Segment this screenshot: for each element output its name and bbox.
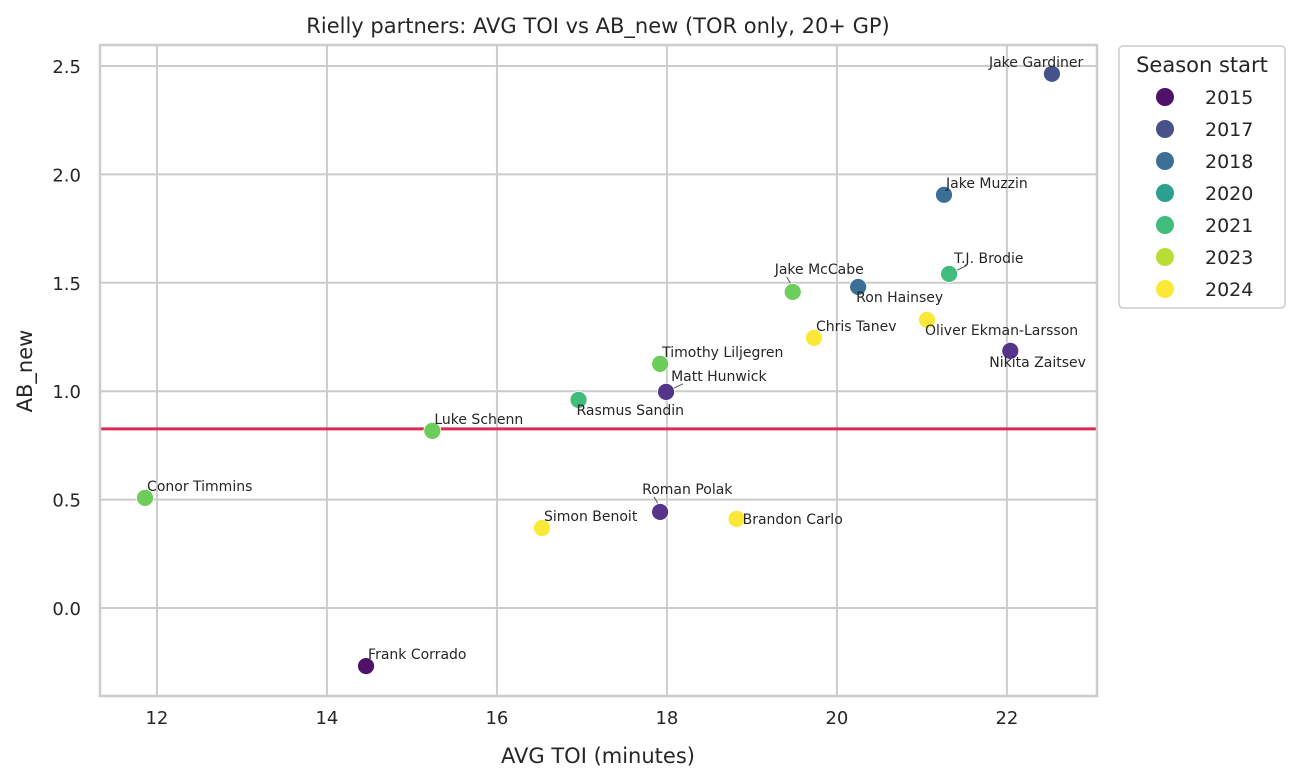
plot-frame	[98, 43, 1099, 698]
scatter-point	[651, 354, 670, 373]
point-label: Jake Gardiner	[988, 55, 1084, 71]
y-tick-label: 0.5	[52, 491, 81, 512]
scatter-point	[940, 265, 959, 283]
point-label: Luke Schenn	[434, 412, 523, 428]
scatter-point	[136, 488, 154, 507]
y-tick-label: 1.0	[52, 382, 81, 403]
legend-box	[1118, 45, 1286, 309]
point-label: Jake Muzzin	[945, 176, 1028, 192]
legend-label: 2018	[1205, 151, 1253, 173]
point-label: Rasmus Sandin	[577, 403, 685, 419]
y-tick-label: 0.0	[52, 599, 81, 620]
point-label: Matt Hunwick	[671, 369, 767, 385]
legend-label: 2017	[1205, 119, 1253, 141]
legend-label: 2015	[1205, 87, 1253, 109]
scatter-point	[651, 503, 670, 521]
scatter-point	[918, 310, 936, 329]
legend-marker	[1156, 152, 1174, 170]
legend-label: 2023	[1205, 247, 1253, 269]
x-tick-label: 20	[825, 708, 848, 729]
point-label: Chris Tanev	[816, 319, 897, 335]
legend-title: Season start	[1136, 53, 1268, 77]
y-axis-label: AB_new	[13, 330, 38, 413]
x-tick-labels: 12 14 16 18 20 22	[145, 708, 1018, 729]
point-label: T.J. Brodie	[953, 251, 1023, 267]
y-tick-label: 2.0	[52, 165, 81, 186]
scatter-point	[849, 278, 868, 296]
point-label: Frank Corrado	[368, 647, 466, 663]
scatter-point	[935, 185, 953, 204]
scatter-point	[657, 382, 675, 401]
scatter-point	[805, 328, 823, 347]
gridlines	[100, 45, 1097, 696]
point-label: Simon Benoit	[544, 509, 638, 525]
x-tick-label: 22	[995, 708, 1018, 729]
points-layer: Jake Gardiner Jake Muzzin T.J. Brodie Jake …	[136, 55, 1086, 675]
scatter-point	[1001, 341, 1020, 360]
scatter-point	[727, 509, 746, 528]
legend-label: 2021	[1205, 215, 1253, 237]
point-label: Nikita Zaitsev	[989, 355, 1086, 371]
point-label: Oliver Ekman-Larsson	[925, 323, 1078, 339]
legend-marker	[1156, 120, 1174, 138]
scatter-point	[569, 390, 588, 409]
legend-marker	[1156, 88, 1174, 106]
x-tick-label: 18	[655, 708, 678, 729]
x-tick-label: 14	[315, 708, 338, 729]
x-tick-label: 16	[485, 708, 508, 729]
legend-marker	[1156, 184, 1174, 202]
legend-marker	[1156, 280, 1174, 298]
legend-marker	[1156, 248, 1174, 266]
legend: Season start 2015 2017 2018 2020 2021 2023 202…	[1118, 45, 1286, 309]
scatter-point	[357, 657, 375, 675]
point-label: Roman Polak	[642, 482, 733, 498]
legend-entries: 2015 2017 2018 2020 2021 2023 2024	[1156, 87, 1253, 301]
scatter-point	[533, 519, 551, 537]
legend-label: 2020	[1205, 183, 1253, 205]
point-label: Ron Hainsey	[856, 290, 943, 306]
scatter-point	[423, 421, 442, 440]
x-axis-label: AVG TOI (minutes)	[501, 744, 695, 768]
legend-marker	[1156, 216, 1174, 234]
point-label: Conor Timmins	[147, 479, 252, 495]
point-label: Brandon Carlo	[743, 512, 843, 528]
y-tick-labels: 0.0 0.5 1.0 1.5 2.0 2.5	[52, 57, 81, 620]
chart-title: Rielly partners: AVG TOI vs AB_new (TOR …	[306, 14, 889, 39]
point-label: Jake McCabe	[774, 262, 864, 278]
legend-label: 2024	[1205, 279, 1253, 301]
x-tick-label: 12	[145, 708, 168, 729]
point-label: Timothy Liljegren	[661, 345, 783, 361]
scatter-point	[1043, 64, 1061, 83]
scatter-point	[783, 283, 802, 301]
y-tick-label: 2.5	[52, 57, 81, 78]
y-tick-label: 1.5	[52, 274, 81, 295]
